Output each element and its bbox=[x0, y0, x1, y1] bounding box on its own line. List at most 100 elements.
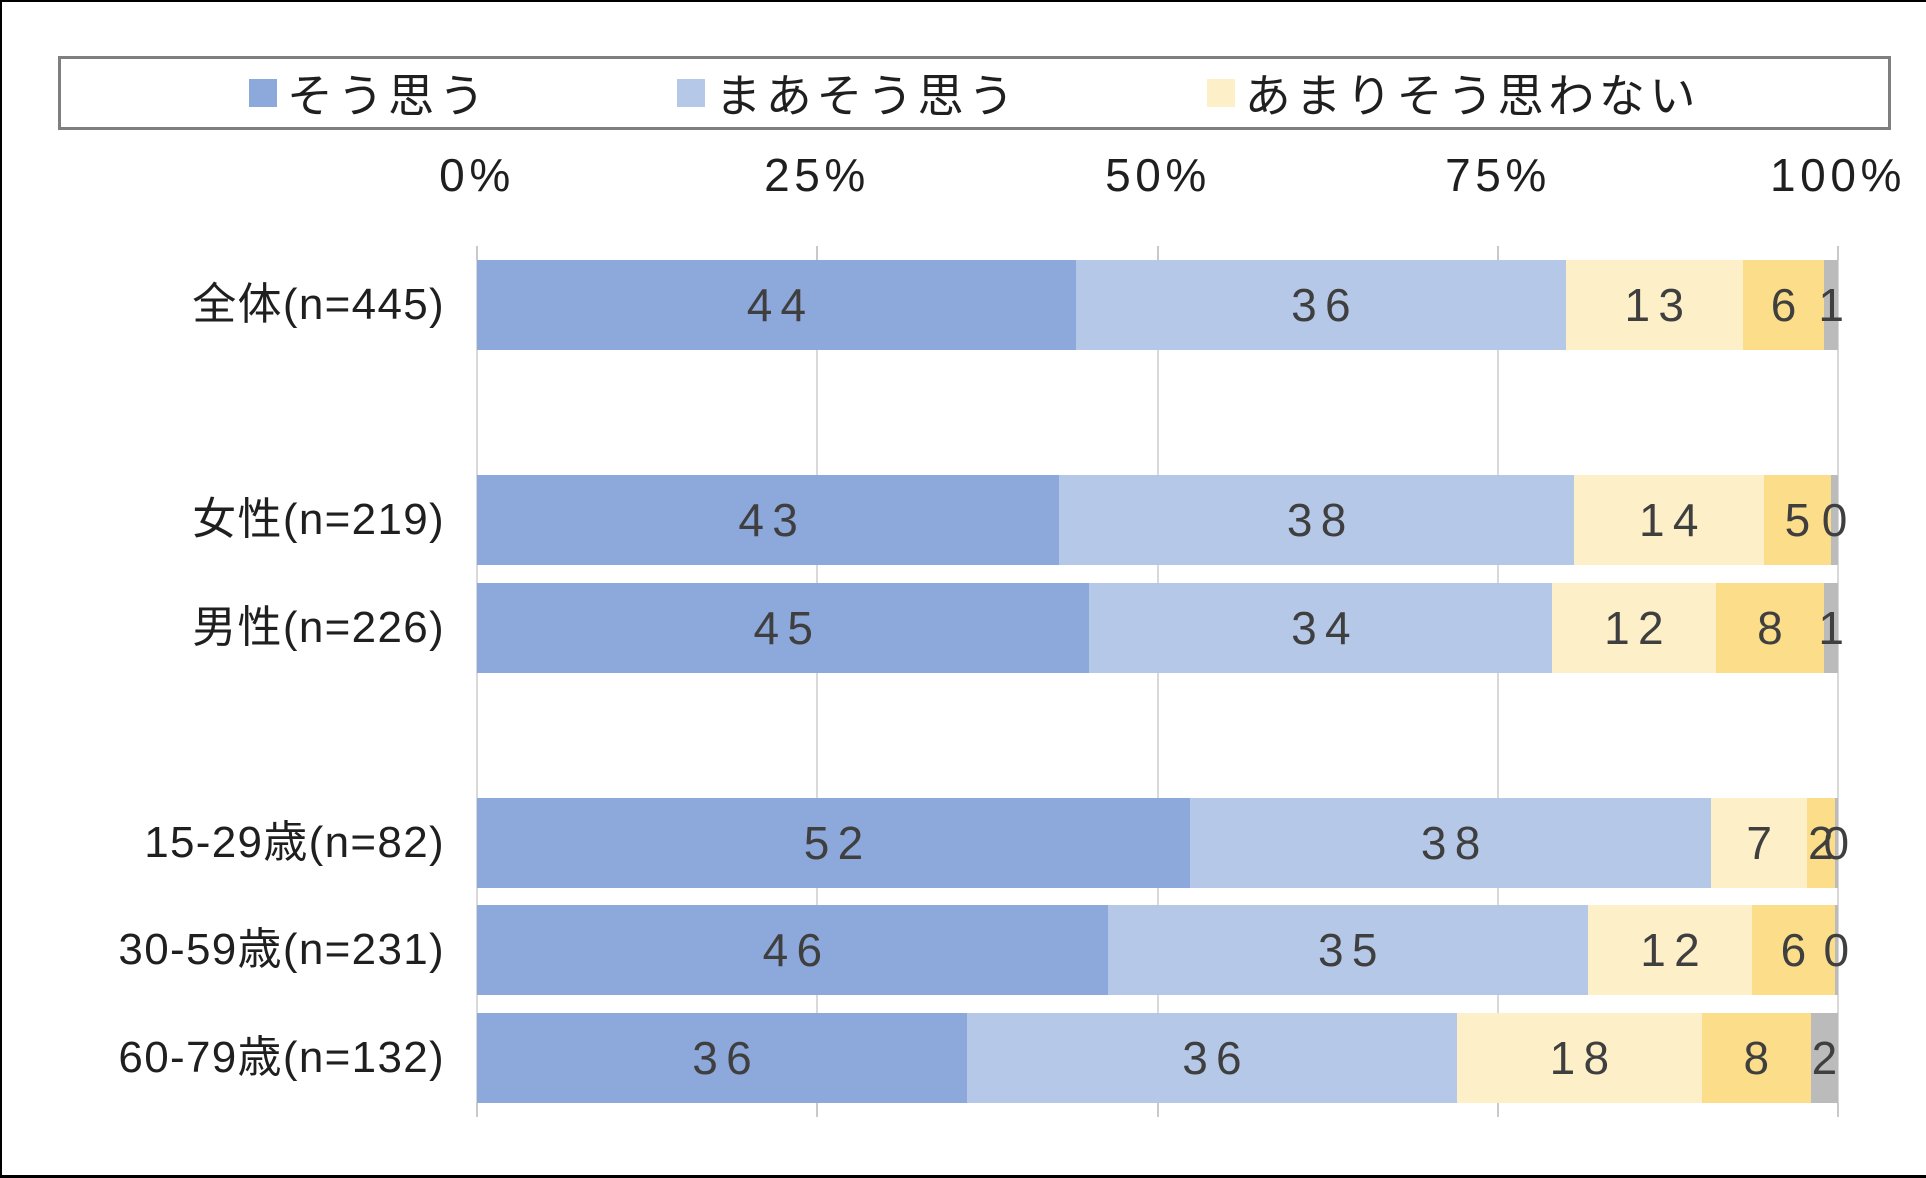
axis-tick bbox=[1837, 1103, 1839, 1117]
data-label: 13 bbox=[1624, 279, 1693, 331]
x-axis-tick-label: 0% bbox=[439, 149, 515, 201]
axis-tick bbox=[816, 246, 819, 260]
data-label: 7 bbox=[1746, 816, 1781, 869]
legend-swatch-icon bbox=[248, 79, 277, 107]
data-label: 8 bbox=[1743, 1031, 1778, 1084]
bar-segment: 8 bbox=[1715, 582, 1825, 673]
axis-tick bbox=[816, 1103, 819, 1117]
bar-segment: 6 bbox=[1742, 260, 1825, 350]
data-label: 38 bbox=[1286, 494, 1355, 546]
axis-tick bbox=[1156, 1103, 1159, 1117]
data-label: 36 bbox=[692, 1031, 760, 1084]
bar-row: 43 38 14 5 0 bbox=[477, 475, 1847, 565]
legend-swatch-icon bbox=[677, 79, 706, 107]
data-label: 44 bbox=[746, 279, 815, 331]
data-label: 0 bbox=[1823, 816, 1858, 869]
bar-segment: 34 bbox=[1089, 582, 1553, 673]
data-label: 12 bbox=[1604, 601, 1672, 654]
bar-segment: 12 bbox=[1552, 582, 1716, 673]
gridline bbox=[1837, 260, 1839, 1103]
bar-segment: 36 bbox=[477, 1012, 967, 1103]
legend-label: そう思う bbox=[286, 70, 490, 122]
bar-segment: 38 bbox=[1059, 475, 1574, 565]
axis-tick bbox=[1837, 246, 1839, 260]
bar-segment: 52 bbox=[477, 797, 1191, 888]
bar-segment: 14 bbox=[1573, 475, 1764, 565]
data-label: 36 bbox=[1182, 1031, 1250, 1084]
legend-label: あまりそう思わない bbox=[1244, 70, 1701, 122]
data-label: 14 bbox=[1638, 494, 1707, 546]
frame-top-border bbox=[0, 0, 1926, 2]
bar-segment: 2 bbox=[1810, 1012, 1838, 1103]
bar-segment: 0 bbox=[1823, 797, 1849, 888]
bar-row: 44 36 13 6 1 bbox=[477, 260, 1844, 350]
data-label: 1 bbox=[1818, 279, 1853, 331]
legend: そう思う まあそう思う あまりそう思わない bbox=[58, 56, 1891, 130]
frame-bottom-border bbox=[0, 1175, 1926, 1178]
bar-segment: 43 bbox=[477, 475, 1060, 565]
data-label: 18 bbox=[1549, 1031, 1618, 1084]
x-axis-tick-label: 50% bbox=[1105, 149, 1211, 201]
bar-segment: 0 bbox=[1822, 475, 1847, 565]
data-label: 8 bbox=[1757, 601, 1792, 654]
axis-tick bbox=[1156, 246, 1159, 260]
bar-segment: 6 bbox=[1752, 905, 1835, 995]
data-label: 2 bbox=[1808, 816, 1842, 869]
bar-segment: 46 bbox=[477, 905, 1108, 995]
bar-row: 45 34 12 8 1 bbox=[477, 582, 1844, 673]
category-label: 男性(n=226) bbox=[192, 603, 445, 652]
axis-tick bbox=[476, 246, 478, 260]
bar-segment: 45 bbox=[477, 582, 1090, 673]
bar-segment: 5 bbox=[1763, 475, 1832, 565]
data-label: 36 bbox=[1291, 279, 1359, 331]
bar-segment: 7 bbox=[1711, 797, 1808, 888]
x-axis-tick-label: 25% bbox=[764, 149, 870, 201]
axis-tick bbox=[476, 1103, 478, 1117]
x-axis-tick-label: 75% bbox=[1445, 149, 1551, 201]
data-label: 6 bbox=[1780, 924, 1815, 976]
data-label: 12 bbox=[1640, 924, 1709, 976]
bar-row: 36 36 18 8 2 bbox=[477, 1012, 1838, 1103]
legend-label: まあそう思う bbox=[715, 70, 1019, 122]
bar-row: 46 35 12 6 0 bbox=[477, 905, 1849, 995]
bar-segment: 0 bbox=[1823, 905, 1849, 995]
category-label: 全体(n=445) bbox=[192, 280, 445, 329]
data-label: 38 bbox=[1420, 816, 1489, 869]
bar-segment: 35 bbox=[1107, 905, 1588, 995]
data-label: 43 bbox=[738, 494, 807, 546]
legend-swatch-icon bbox=[1206, 79, 1235, 107]
category-label: 60-79歳(n=132) bbox=[118, 1033, 445, 1082]
data-label: 2 bbox=[1811, 1031, 1846, 1084]
legend-item: そう思う bbox=[248, 60, 490, 126]
legend-item: あまりそう思わない bbox=[1206, 60, 1701, 126]
gridline bbox=[816, 260, 819, 1103]
plot-area: 44 36 13 6 1 43 38 14 5 0 45 34 12 8 1 52 38 7 2 0 46 35 12 6 0 3… bbox=[476, 246, 1849, 1117]
category-label: 女性(n=219) bbox=[192, 495, 445, 544]
data-label: 5 bbox=[1784, 494, 1819, 546]
category-label: 30-59歳(n=231) bbox=[118, 925, 445, 974]
bar-segment: 38 bbox=[1190, 797, 1712, 888]
category-label: 15-29歳(n=82) bbox=[144, 818, 445, 867]
bar-segment: 1 bbox=[1818, 582, 1844, 673]
data-label: 6 bbox=[1770, 279, 1805, 331]
bar-segment: 36 bbox=[966, 1012, 1457, 1103]
bar-segment: 12 bbox=[1587, 905, 1753, 995]
bar-segment: 2 bbox=[1807, 797, 1835, 888]
data-label: 35 bbox=[1318, 924, 1386, 976]
data-label: 52 bbox=[803, 816, 872, 869]
bar-segment: 13 bbox=[1565, 260, 1743, 350]
x-axis-tick-label: 100% bbox=[1769, 149, 1907, 201]
bar-row: 52 38 7 2 0 bbox=[477, 797, 1849, 888]
axis-tick bbox=[1496, 1103, 1499, 1117]
data-label: 46 bbox=[762, 924, 831, 976]
bar-segment: 1 bbox=[1818, 260, 1844, 350]
bar-segment: 18 bbox=[1456, 1012, 1702, 1103]
bar-segment: 8 bbox=[1701, 1012, 1811, 1103]
data-label: 1 bbox=[1818, 601, 1853, 654]
legend-item: まあそう思う bbox=[677, 60, 1019, 126]
data-label: 34 bbox=[1291, 601, 1359, 654]
gridline bbox=[1496, 260, 1499, 1103]
data-label: 45 bbox=[753, 601, 822, 654]
axis-tick bbox=[1496, 246, 1499, 260]
